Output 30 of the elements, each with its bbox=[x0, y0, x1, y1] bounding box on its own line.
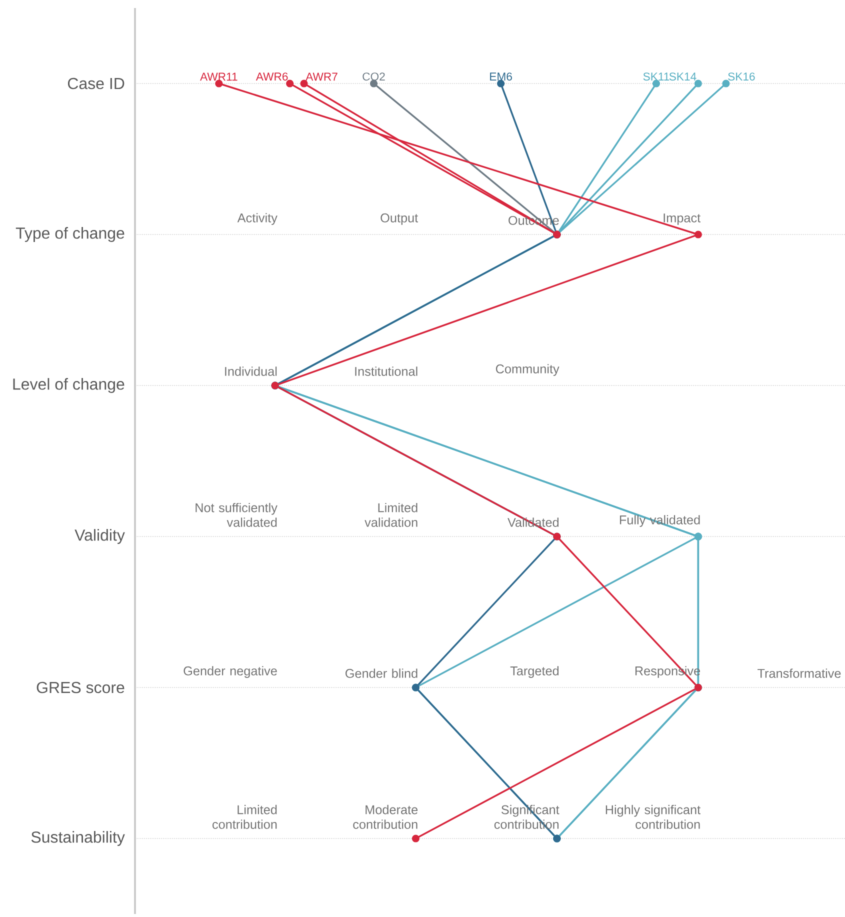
y-tick-label: Level of change bbox=[13, 378, 124, 393]
annotation: Impact bbox=[664, 214, 701, 225]
annotation: Not sufficiently validated bbox=[196, 502, 278, 527]
series-label: EM6 bbox=[490, 72, 512, 81]
annotation: Fully validated bbox=[620, 515, 700, 527]
text: Transformative bbox=[758, 668, 841, 678]
y-tick-label: Validity bbox=[74, 529, 125, 544]
series-label: SK11 bbox=[643, 72, 670, 81]
annotation: Highly significant contribution bbox=[606, 804, 700, 829]
annotation: Gender blind bbox=[346, 668, 418, 678]
annotation: Output bbox=[380, 213, 418, 225]
annotation: Activity bbox=[237, 213, 278, 225]
annotation: Institutional bbox=[355, 366, 418, 376]
series-label: CO2 bbox=[362, 72, 385, 81]
series-label: SK16 bbox=[728, 72, 755, 81]
y-tick-label: Type of change bbox=[16, 227, 124, 242]
annotation: Targeted bbox=[510, 666, 559, 678]
y-tick-label: Case ID bbox=[68, 78, 124, 90]
annotation: Limited contribution bbox=[212, 804, 277, 829]
annotation: Gender negative bbox=[184, 666, 277, 678]
series-label: AWR11 bbox=[200, 72, 238, 81]
series-label: SK14 bbox=[669, 72, 696, 81]
series-label: AWR7 bbox=[306, 72, 338, 81]
series-label: AWR6 bbox=[256, 72, 288, 81]
annotation: Individual bbox=[225, 366, 277, 376]
annotation: Community bbox=[496, 364, 560, 376]
annotation: Moderate contribution bbox=[353, 804, 418, 829]
y-tick-label: Sustainability bbox=[31, 831, 125, 846]
y-tick-label: GRES score bbox=[36, 682, 124, 694]
annotation: Limited validation bbox=[364, 502, 418, 527]
